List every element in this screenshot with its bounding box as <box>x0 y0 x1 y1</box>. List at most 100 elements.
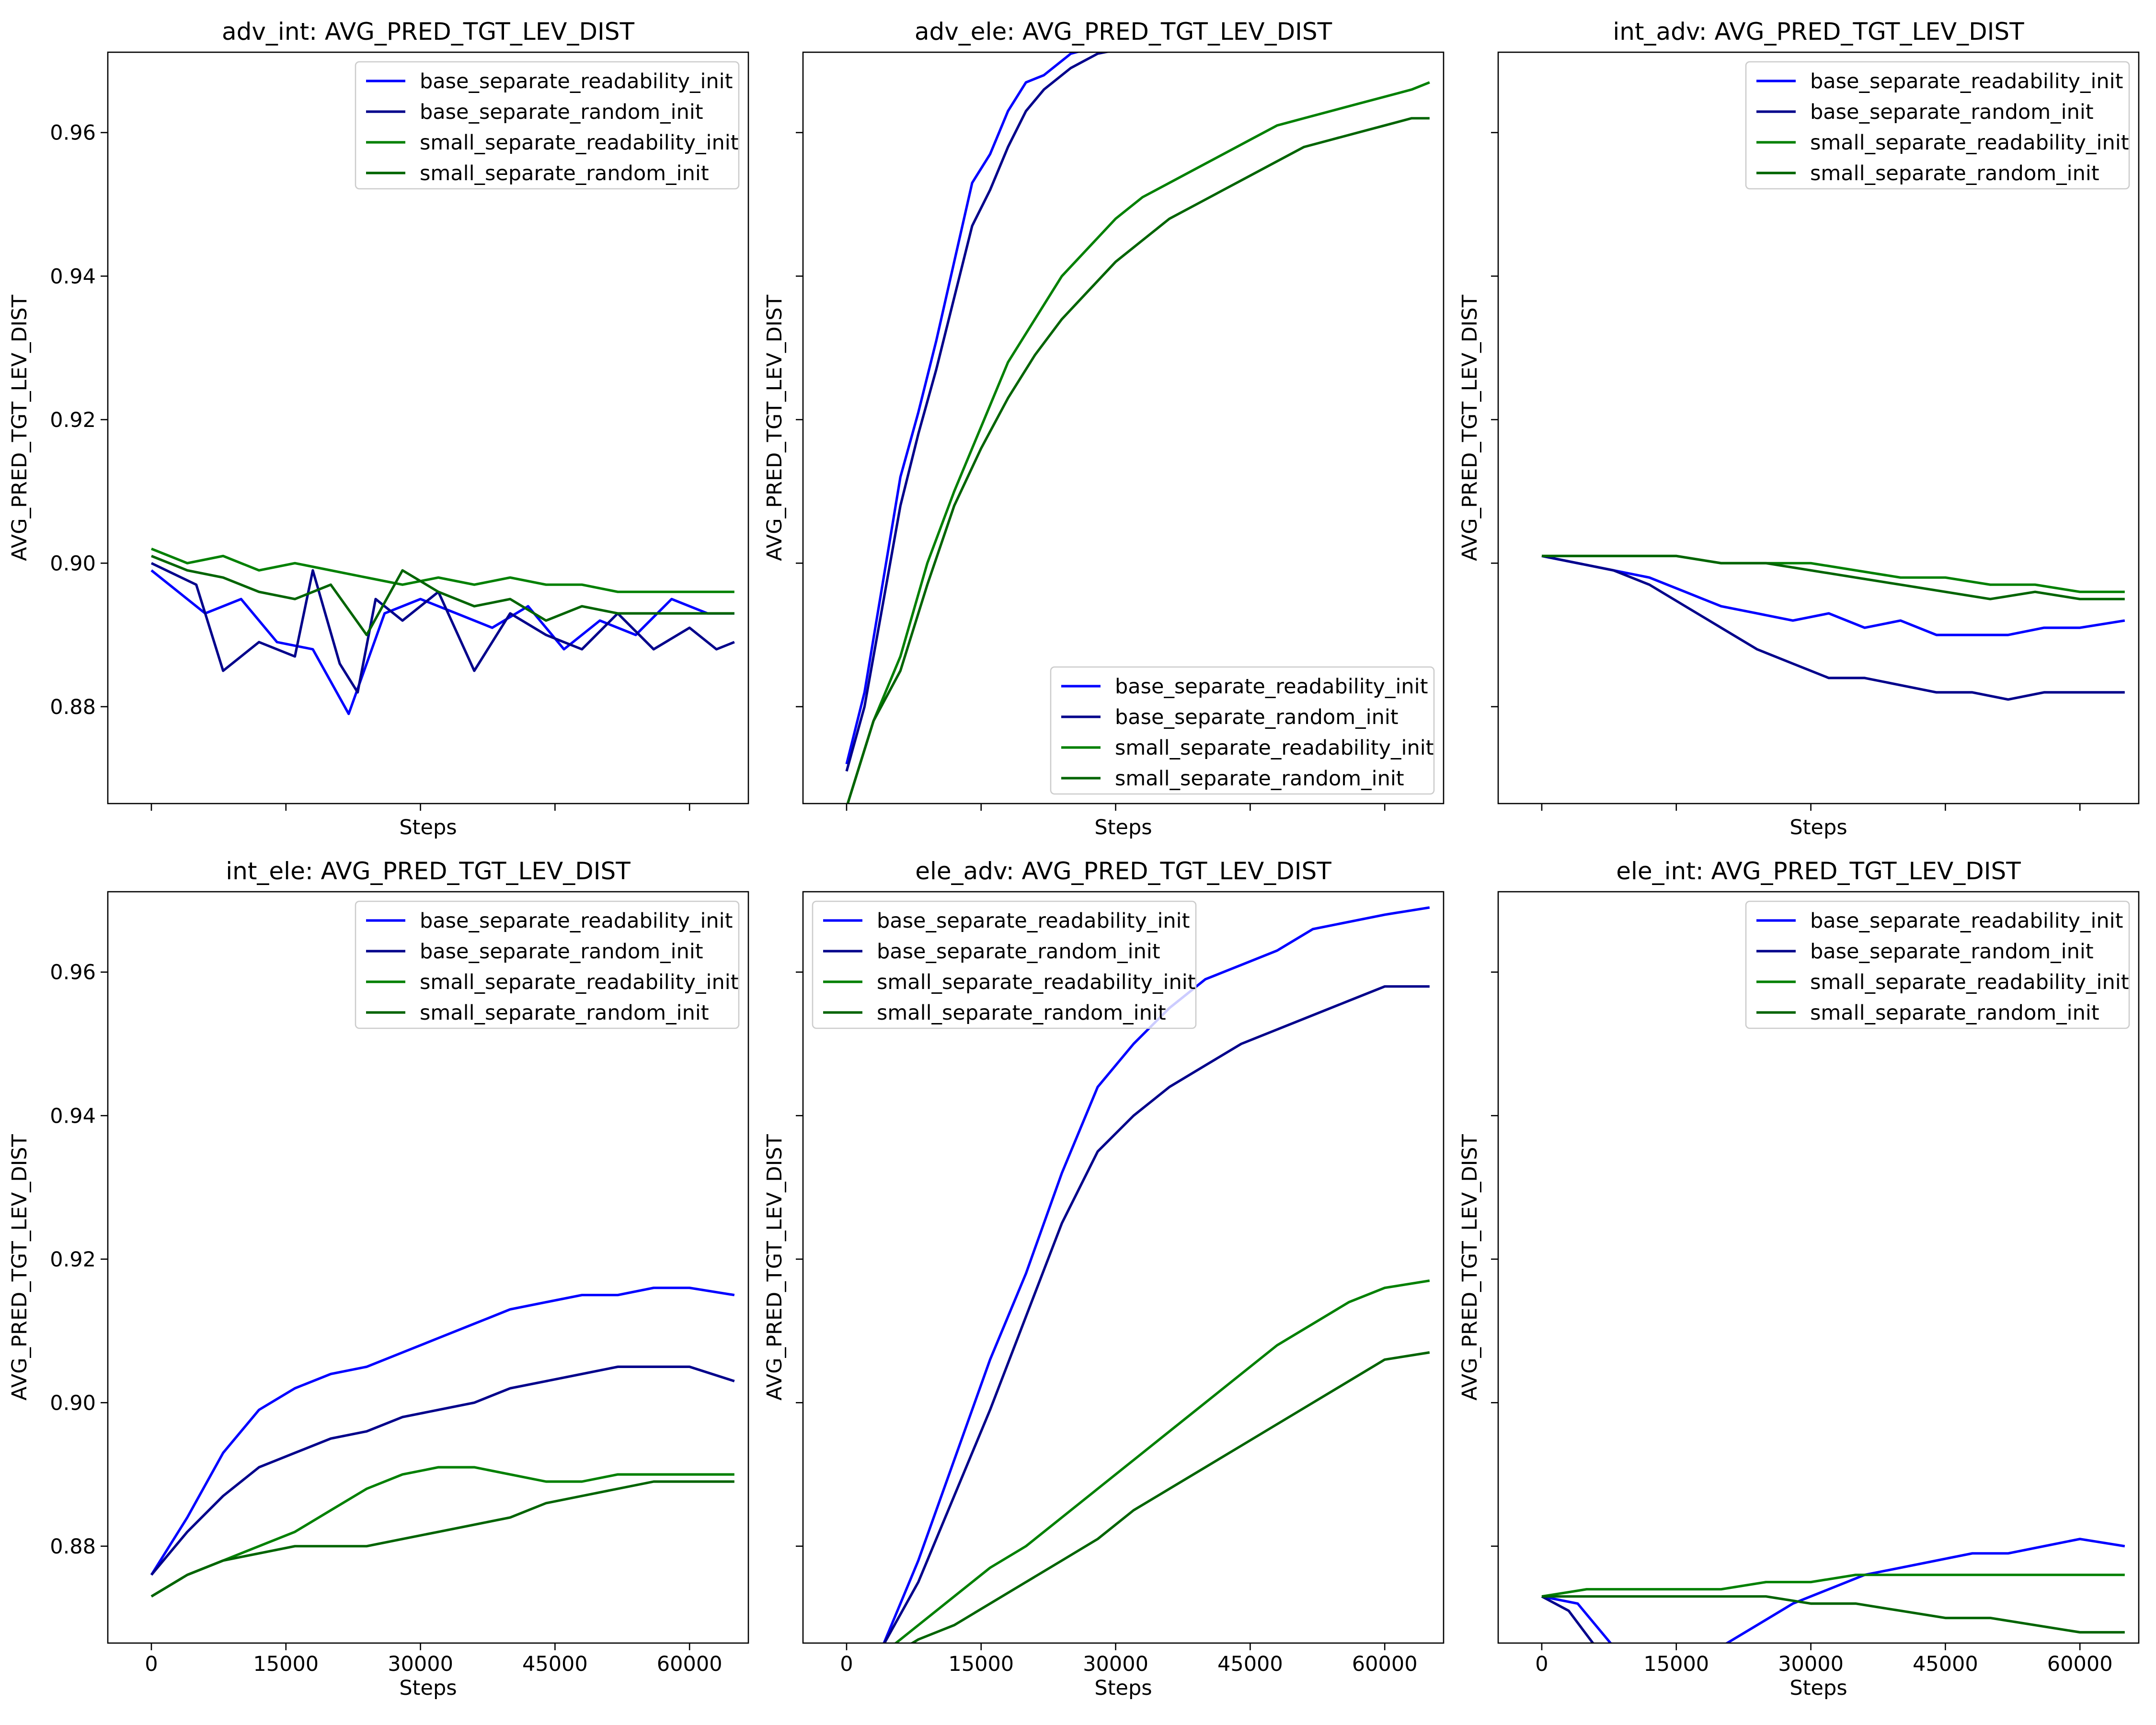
x-tick-label: 45000 <box>522 1652 588 1676</box>
x-tick-label: 0 <box>840 1652 853 1676</box>
axes-frame <box>802 51 1445 805</box>
subplot: 0 15000 30000 45000 60000 ele_adv: AVG_PRED_T… <box>763 857 1445 1700</box>
series-line <box>150 1480 734 1598</box>
y-tick-label: 0.92 <box>50 1248 96 1272</box>
legend-label: base_separate_random_init <box>877 940 1160 964</box>
y-tick-label: 0.90 <box>50 1391 96 1415</box>
series-line <box>845 52 1081 765</box>
legend: base_separate_readability_init base_separ… <box>812 900 1197 1029</box>
legend-label: small_separate_readability_init <box>1810 131 2129 155</box>
series-line <box>151 547 734 593</box>
x-tick-label: 60000 <box>657 1652 722 1676</box>
y-axis-label: AVG_PRED_TGT_LEV_DIST <box>1458 294 1482 561</box>
subplot: 0.88 0.90 0.92 0.94 0.96 adv_int: AVG_PRED_TG… <box>8 18 749 840</box>
series-line <box>1541 554 2125 701</box>
series-line <box>1542 554 2125 600</box>
x-tick-label: 0 <box>145 1652 158 1676</box>
series-line <box>150 569 734 715</box>
series-line <box>845 52 1112 772</box>
axes-frame <box>802 891 1445 1644</box>
legend-label: small_separate_readability_init <box>1810 970 2129 994</box>
y-axis-label: AVG_PRED_TGT_LEV_DIST <box>8 1134 32 1400</box>
legend-label: small_separate_random_init <box>420 161 709 185</box>
series-line <box>1541 1574 2125 1598</box>
x-tick-label: 60000 <box>2047 1652 2113 1676</box>
legend-label: small_separate_readability_init <box>420 970 739 994</box>
y-tick-label: 0.96 <box>50 961 96 985</box>
legend-label: small_separate_readability_init <box>420 131 739 155</box>
subplot: 0 15000 30000 45000 60000 0.88 0.90 0.92 0.94 0.9… <box>8 857 749 1700</box>
series-line <box>1542 1595 2125 1634</box>
y-tick-label: 0.92 <box>50 408 96 432</box>
axes-frame <box>107 51 749 805</box>
legend-label: small_separate_random_init <box>877 1001 1166 1025</box>
chart-title: int_ele: AVG_PRED_TGT_LEV_DIST <box>226 857 631 885</box>
legend-label: base_separate_readability_init <box>1810 69 2123 93</box>
legend-label: base_separate_random_init <box>1810 100 2094 124</box>
legend: base_separate_readability_init base_separ… <box>1745 61 2130 190</box>
y-axis-label: AVG_PRED_TGT_LEV_DIST <box>763 294 787 561</box>
series-line <box>150 1365 735 1576</box>
legend-label: base_separate_random_init <box>1810 940 2094 964</box>
axes-frame <box>1497 891 2140 1644</box>
y-tick-label: 0.96 <box>50 121 96 145</box>
y-axis-label: AVG_PRED_TGT_LEV_DIST <box>763 1134 787 1400</box>
axes-frame <box>107 891 749 1644</box>
legend: base_separate_readability_init base_separ… <box>1745 900 2130 1029</box>
series-line <box>894 1279 1430 1643</box>
legend-label: small_separate_random_init <box>420 1001 709 1025</box>
y-tick-label: 0.94 <box>50 1104 96 1128</box>
series-line <box>910 1351 1430 1643</box>
legend-label: base_separate_random_init <box>1115 705 1399 729</box>
series-line <box>1541 554 2125 636</box>
legend-box <box>1745 900 2130 1029</box>
x-tick-label: 30000 <box>388 1652 453 1676</box>
x-axis-label: Steps <box>1789 1676 1847 1700</box>
axes-frame <box>1497 51 2140 805</box>
x-tick-label: 0 <box>1535 1652 1548 1676</box>
series-line <box>846 81 1430 804</box>
subplot: 0 15000 30000 45000 60000 ele_int: AVG_PRED_T… <box>1458 857 2140 1700</box>
x-tick-label: 30000 <box>1083 1652 1148 1676</box>
series-line <box>1541 1538 2125 1643</box>
chart-title: adv_int: AVG_PRED_TGT_LEV_DIST <box>222 18 635 46</box>
legend-label: base_separate_readability_init <box>877 909 1190 933</box>
series-line <box>846 117 1430 804</box>
series-line <box>883 985 1430 1643</box>
series-line <box>150 1466 734 1598</box>
legend: base_separate_readability_init base_separ… <box>355 61 740 190</box>
y-tick-label: 0.88 <box>50 1535 96 1559</box>
x-axis-label: Steps <box>399 816 457 840</box>
y-tick-label: 0.94 <box>50 264 96 288</box>
legend-label: base_separate_random_init <box>420 940 703 964</box>
subplot: adv_ele: AVG_PRED_TGT_LEV_DIST Steps AVG_P… <box>763 18 1445 840</box>
chart-title: ele_int: AVG_PRED_TGT_LEV_DIST <box>1616 857 2021 885</box>
legend-label: base_separate_readability_init <box>1810 909 2123 933</box>
series-line <box>150 1287 735 1576</box>
x-axis-label: Steps <box>1094 816 1152 840</box>
legend-label: base_separate_readability_init <box>1115 675 1428 699</box>
legend: base_separate_readability_init base_separ… <box>355 900 740 1029</box>
legend-label: small_separate_random_init <box>1810 1001 2099 1025</box>
x-tick-label: 45000 <box>1913 1652 1978 1676</box>
legend-label: small_separate_random_init <box>1810 161 2099 185</box>
x-tick-label: 30000 <box>1778 1652 1844 1676</box>
y-axis-label: AVG_PRED_TGT_LEV_DIST <box>1458 1134 1482 1400</box>
legend-label: small_separate_readability_init <box>1115 736 1434 760</box>
legend-label: base_separate_readability_init <box>420 69 733 93</box>
legend-box <box>1745 61 2130 190</box>
x-axis-label: Steps <box>399 1676 457 1700</box>
x-tick-label: 15000 <box>253 1652 319 1676</box>
chart-title: adv_ele: AVG_PRED_TGT_LEV_DIST <box>915 18 1332 46</box>
legend-label: small_separate_random_init <box>1115 767 1404 791</box>
legend-box <box>812 900 1197 1029</box>
legend: base_separate_readability_init base_separ… <box>1050 666 1435 795</box>
series-line <box>883 906 1430 1643</box>
y-tick-label: 0.88 <box>50 695 96 719</box>
legend-box <box>355 900 740 1029</box>
legend-box <box>1050 666 1435 795</box>
y-axis-label: AVG_PRED_TGT_LEV_DIST <box>8 294 32 561</box>
chart-title: ele_adv: AVG_PRED_TGT_LEV_DIST <box>915 857 1331 885</box>
x-axis-label: Steps <box>1789 816 1847 840</box>
